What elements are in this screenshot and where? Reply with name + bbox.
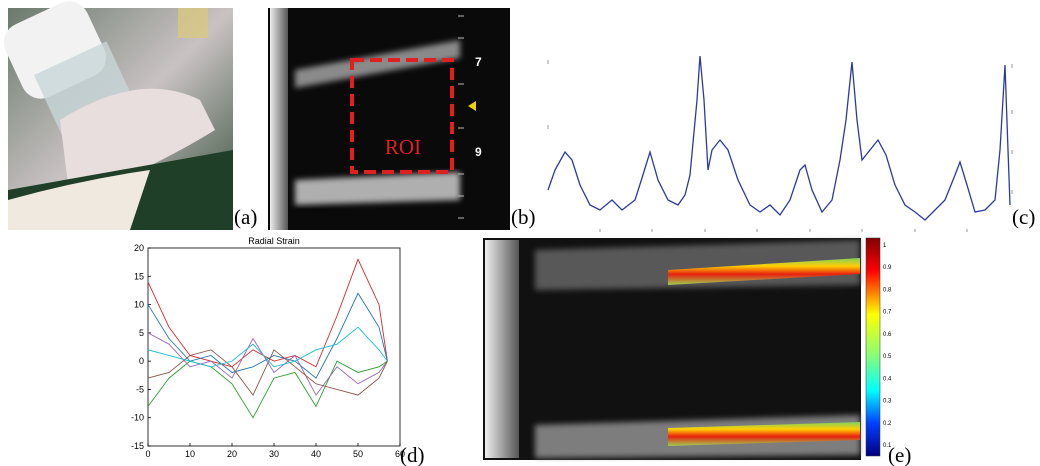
colorbar-label: 0.9	[883, 265, 892, 271]
x-tick-label: 60	[395, 449, 405, 459]
y-tick-label: 5	[139, 328, 144, 338]
panel-label: (a)	[234, 205, 257, 229]
panel-label: (d)	[400, 443, 425, 466]
colorbar-label: 0.8	[883, 287, 892, 293]
chart-title: Radial Strain	[248, 236, 300, 246]
depth-mark: 7	[475, 55, 482, 69]
panel-label: (c)	[1012, 205, 1035, 229]
y-tick-label: -10	[131, 413, 144, 423]
y-tick-label: 10	[134, 300, 144, 310]
x-tick-label: 40	[311, 449, 321, 459]
x-tick-label: 0	[145, 449, 150, 459]
y-tick-label: 0	[139, 356, 144, 366]
waveform-panel	[547, 55, 1013, 232]
colorbar-label: 0.1	[883, 443, 892, 449]
colorbar-label: 0.6	[883, 332, 892, 338]
depth-mark: 9	[475, 145, 482, 159]
x-tick-label: 20	[227, 449, 237, 459]
x-tick-label: 10	[185, 449, 195, 459]
panel-label: (e)	[888, 443, 911, 466]
y-tick-label: 20	[134, 243, 144, 253]
colorbar-label: 0.3	[883, 399, 892, 405]
roi-label: ROI	[385, 135, 421, 159]
strain-curve	[147, 326, 388, 368]
colorbar-label: 0.4	[883, 376, 892, 382]
colorbar-label: 0.7	[883, 310, 892, 316]
y-tick-label: 15	[134, 271, 144, 281]
elastography-panel	[483, 237, 881, 460]
photo-panel	[3, 1, 233, 230]
ultrasound-panel	[268, 8, 510, 230]
colorbar-label: 0.2	[883, 421, 892, 427]
plot-frame	[147, 247, 401, 447]
y-tick-label: -15	[131, 441, 144, 451]
x-tick-label: 50	[353, 449, 363, 459]
colorbar-label: 0.5	[883, 354, 892, 360]
strain-curve	[147, 332, 388, 396]
x-tick-label: 30	[269, 449, 279, 459]
colorbar-label: 1	[883, 243, 887, 249]
strain-curve	[147, 349, 388, 396]
y-tick-label: -5	[136, 384, 144, 394]
panel-label: (b)	[511, 205, 536, 229]
